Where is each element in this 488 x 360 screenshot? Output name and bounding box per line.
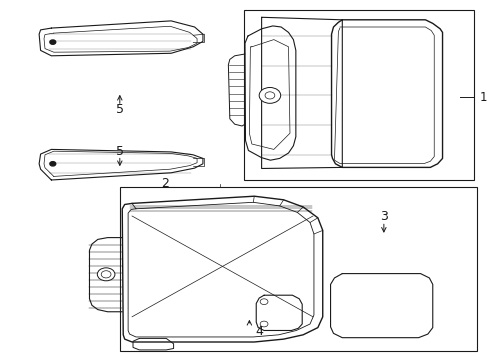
Circle shape — [50, 40, 56, 44]
Text: 2: 2 — [161, 177, 168, 190]
Circle shape — [50, 162, 56, 166]
Text: 1: 1 — [478, 91, 486, 104]
Text: 3: 3 — [379, 210, 387, 222]
Circle shape — [97, 268, 115, 281]
Circle shape — [259, 87, 280, 103]
Text: 5: 5 — [116, 145, 123, 158]
Bar — [120, 187, 476, 351]
Circle shape — [264, 92, 274, 99]
Circle shape — [101, 271, 111, 278]
Text: 4: 4 — [255, 325, 263, 338]
Text: 5: 5 — [116, 103, 123, 116]
Circle shape — [260, 299, 267, 305]
Circle shape — [260, 321, 267, 327]
Bar — [244, 10, 473, 180]
